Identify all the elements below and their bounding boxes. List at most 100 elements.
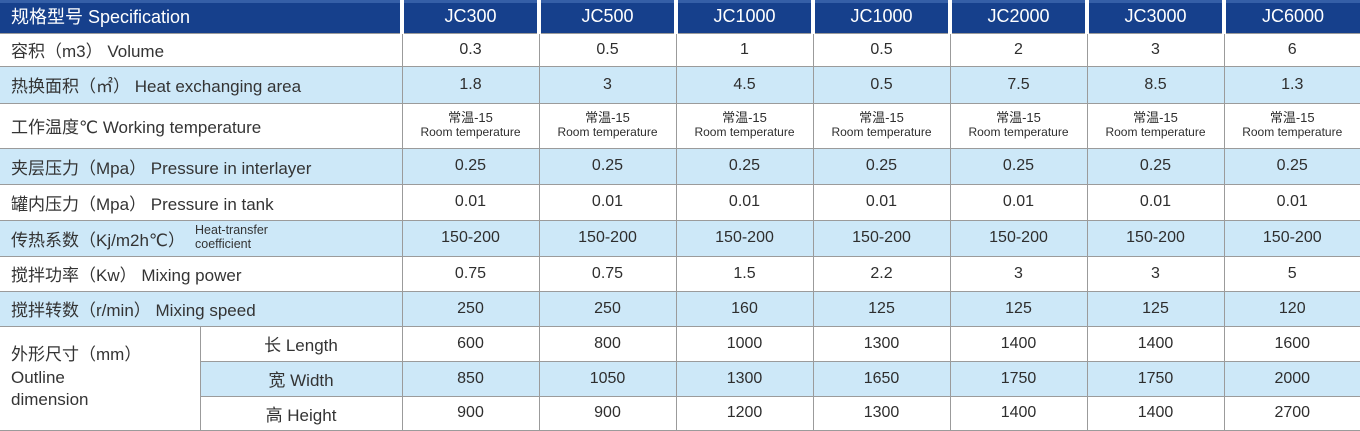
table-cell: 1400	[1086, 395, 1225, 431]
column-header-jc1000b: JC1000	[811, 0, 950, 34]
table-cell: 150-200	[1086, 219, 1225, 257]
table-cell: 0.75	[538, 255, 677, 292]
table-cell: 850	[401, 360, 540, 397]
table-cell: 0.25	[401, 147, 540, 185]
table-cell: 0.01	[812, 183, 951, 221]
row-label-cn: 传热系数（Kj/m2h℃）	[11, 230, 186, 250]
table-cell: 0.01	[1086, 183, 1225, 221]
table-cell: 0.25	[675, 147, 814, 185]
table-cell: 1750	[949, 360, 1088, 397]
table-cell: 1600	[1223, 325, 1360, 362]
table-cell: 常温-15 Room temperature	[1086, 102, 1225, 149]
table-cell: 8.5	[1086, 65, 1225, 104]
table-row-working-temperature: 工作温度℃ Working temperature 常温-15 Room temp…	[0, 102, 1360, 149]
table-cell: 900	[538, 395, 677, 431]
table-cell: 150-200	[949, 219, 1088, 257]
table-cell: 0.01	[675, 183, 814, 221]
table-row-heat-transfer: 传热系数（Kj/m2h℃） Heat-transfer coefficient …	[0, 219, 1360, 257]
table-cell: 0.25	[1223, 147, 1360, 185]
table-cell: 1050	[538, 360, 677, 397]
table-cell: 125	[812, 290, 951, 327]
table-row-width: 宽 Width 850 1050 1300 1650 1750 1750 200…	[0, 360, 1360, 397]
table-cell: 1400	[1086, 325, 1225, 362]
table-cell: 900	[401, 395, 540, 431]
table-cell: 0.25	[538, 147, 677, 185]
table-cell: 3	[538, 65, 677, 104]
table-cell: 0.5	[538, 32, 677, 67]
table-row-height: 高 Height 900 900 1200 1300 1400 1400 270…	[0, 395, 1360, 431]
table-cell: 常温-15 Room temperature	[1223, 102, 1360, 149]
table-cell: 1200	[675, 395, 814, 431]
table-cell: 1.3	[1223, 65, 1360, 104]
row-label-en: Heat-transfer coefficient	[195, 223, 268, 251]
table-cell: 3	[1086, 255, 1225, 292]
column-header-jc6000: JC6000	[1222, 0, 1360, 34]
table-cell: 125	[1086, 290, 1225, 327]
table-cell: 150-200	[812, 219, 951, 257]
table-cell: 1000	[675, 325, 814, 362]
column-header-jc500: JC500	[537, 0, 676, 34]
row-label: 热换面积（㎡） Heat exchanging area	[0, 65, 403, 104]
table-cell: 0.01	[538, 183, 677, 221]
table-cell: 0.3	[401, 32, 540, 67]
table-cell: 150-200	[401, 219, 540, 257]
column-header-jc300: JC300	[400, 0, 539, 34]
table-row-heat-area: 热换面积（㎡） Heat exchanging area 1.8 3 4.5 0…	[0, 65, 1360, 104]
column-header-jc3000: JC3000	[1085, 0, 1224, 34]
table-cell: 250	[401, 290, 540, 327]
table-cell: 0.25	[949, 147, 1088, 185]
table-cell: 3	[1086, 32, 1225, 67]
table-cell: 1300	[812, 325, 951, 362]
row-sublabel-width: 宽 Width	[200, 360, 403, 397]
table-cell: 1400	[949, 325, 1088, 362]
table-cell: 0.01	[401, 183, 540, 221]
table-cell: 160	[675, 290, 814, 327]
column-header-jc1000: JC1000	[674, 0, 813, 34]
table-cell: 常温-15 Room temperature	[812, 102, 951, 149]
table-cell: 1750	[1086, 360, 1225, 397]
table-row-mixing-power: 搅拌功率（Kw） Mixing power 0.75 0.75 1.5 2.2 …	[0, 255, 1360, 292]
row-label-outline-dimension: 外形尺寸（mm） Outline dimension	[0, 325, 201, 431]
table-cell: 3	[949, 255, 1088, 292]
row-label: 容积（m3） Volume	[0, 32, 403, 67]
table-cell: 1	[675, 32, 814, 67]
table-cell: 常温-15 Room temperature	[401, 102, 540, 149]
table-cell: 0.01	[1223, 183, 1360, 221]
table-cell: 2700	[1223, 395, 1360, 431]
table-row-volume: 容积（m3） Volume 0.3 0.5 1 0.5 2 3 6	[0, 32, 1360, 67]
table-cell: 1.5	[675, 255, 814, 292]
table-cell: 150-200	[675, 219, 814, 257]
table-cell: 1400	[949, 395, 1088, 431]
row-sublabel-length: 长 Length	[199, 325, 403, 362]
table-cell: 125	[949, 290, 1088, 327]
table-row-tank-pressure: 罐内压力（Mpa） Pressure in tank 0.01 0.01 0.0…	[0, 183, 1360, 221]
table-cell: 1650	[812, 360, 951, 397]
table-cell: 4.5	[675, 65, 814, 104]
row-label: 夹层压力（Mpa） Pressure in interlayer	[0, 147, 403, 185]
table-cell: 常温-15 Room temperature	[675, 102, 814, 149]
table-header-row: 规格型号 Specification JC300 JC500 JC1000 JC…	[0, 0, 1360, 34]
table-cell: 120	[1223, 290, 1360, 327]
table-cell: 常温-15 Room temperature	[949, 102, 1088, 149]
table-cell: 2000	[1223, 360, 1360, 397]
table-cell: 800	[538, 325, 677, 362]
table-cell: 2.2	[812, 255, 951, 292]
row-label: 罐内压力（Mpa） Pressure in tank	[0, 183, 403, 221]
table-cell: 1.8	[401, 65, 540, 104]
table-cell: 0.5	[812, 32, 951, 67]
table-cell: 7.5	[949, 65, 1088, 104]
row-label: 搅拌转数（r/min） Mixing speed	[0, 290, 403, 327]
table-row-interlayer-pressure: 夹层压力（Mpa） Pressure in interlayer 0.25 0.…	[0, 147, 1360, 185]
row-sublabel-height: 高 Height	[200, 395, 403, 431]
table-cell: 150-200	[1223, 219, 1360, 257]
table-cell: 6	[1223, 32, 1360, 67]
table-cell: 1300	[812, 395, 951, 431]
column-header-jc2000: JC2000	[948, 0, 1087, 34]
table-cell: 0.75	[401, 255, 540, 292]
table-cell: 0.25	[1086, 147, 1225, 185]
table-cell: 0.01	[949, 183, 1088, 221]
row-label: 搅拌功率（Kw） Mixing power	[0, 255, 403, 292]
table-cell: 2	[949, 32, 1088, 67]
table-cell: 0.5	[812, 65, 951, 104]
